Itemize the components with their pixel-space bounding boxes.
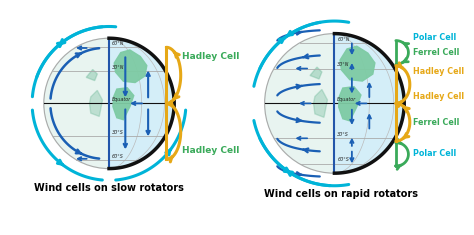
Polygon shape <box>114 50 147 82</box>
Wedge shape <box>264 34 335 173</box>
Wedge shape <box>44 38 109 168</box>
Polygon shape <box>338 87 361 121</box>
Text: Wind cells on rapid rotators: Wind cells on rapid rotators <box>264 188 419 199</box>
Text: Ferrel Cell: Ferrel Cell <box>412 118 459 127</box>
Text: 60°N: 60°N <box>337 37 350 42</box>
Text: Polar Cell: Polar Cell <box>412 149 456 158</box>
Text: Hadley Cell: Hadley Cell <box>182 146 239 155</box>
Polygon shape <box>313 90 328 117</box>
Text: 30°S: 30°S <box>111 130 124 135</box>
Text: Wind cells on slow rotators: Wind cells on slow rotators <box>34 183 184 193</box>
Polygon shape <box>86 70 97 81</box>
Text: Hadley Cell: Hadley Cell <box>182 52 239 61</box>
Text: Ferrel Cell: Ferrel Cell <box>412 48 459 57</box>
Text: Equator: Equator <box>337 97 356 102</box>
Text: Hadley Cell: Hadley Cell <box>412 67 464 77</box>
Text: 30°N: 30°N <box>337 62 350 67</box>
Text: 30°N: 30°N <box>111 65 124 70</box>
Text: Hadley Cell: Hadley Cell <box>412 92 464 101</box>
Text: 60°S: 60°S <box>337 157 349 162</box>
Polygon shape <box>90 90 102 116</box>
Wedge shape <box>335 34 404 173</box>
Polygon shape <box>113 88 134 120</box>
Text: 60°N: 60°N <box>111 41 124 46</box>
Wedge shape <box>109 38 174 168</box>
Text: 30°S: 30°S <box>337 132 349 137</box>
Text: Equator: Equator <box>111 97 131 102</box>
Polygon shape <box>310 67 322 79</box>
Polygon shape <box>340 46 375 81</box>
Text: 60°S: 60°S <box>111 153 124 159</box>
Text: Polar Cell: Polar Cell <box>412 33 456 42</box>
